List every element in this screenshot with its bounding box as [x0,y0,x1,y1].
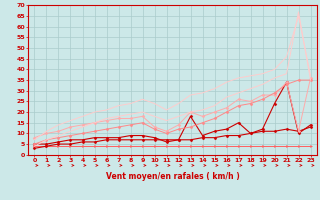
X-axis label: Vent moyen/en rafales ( km/h ): Vent moyen/en rafales ( km/h ) [106,172,239,181]
